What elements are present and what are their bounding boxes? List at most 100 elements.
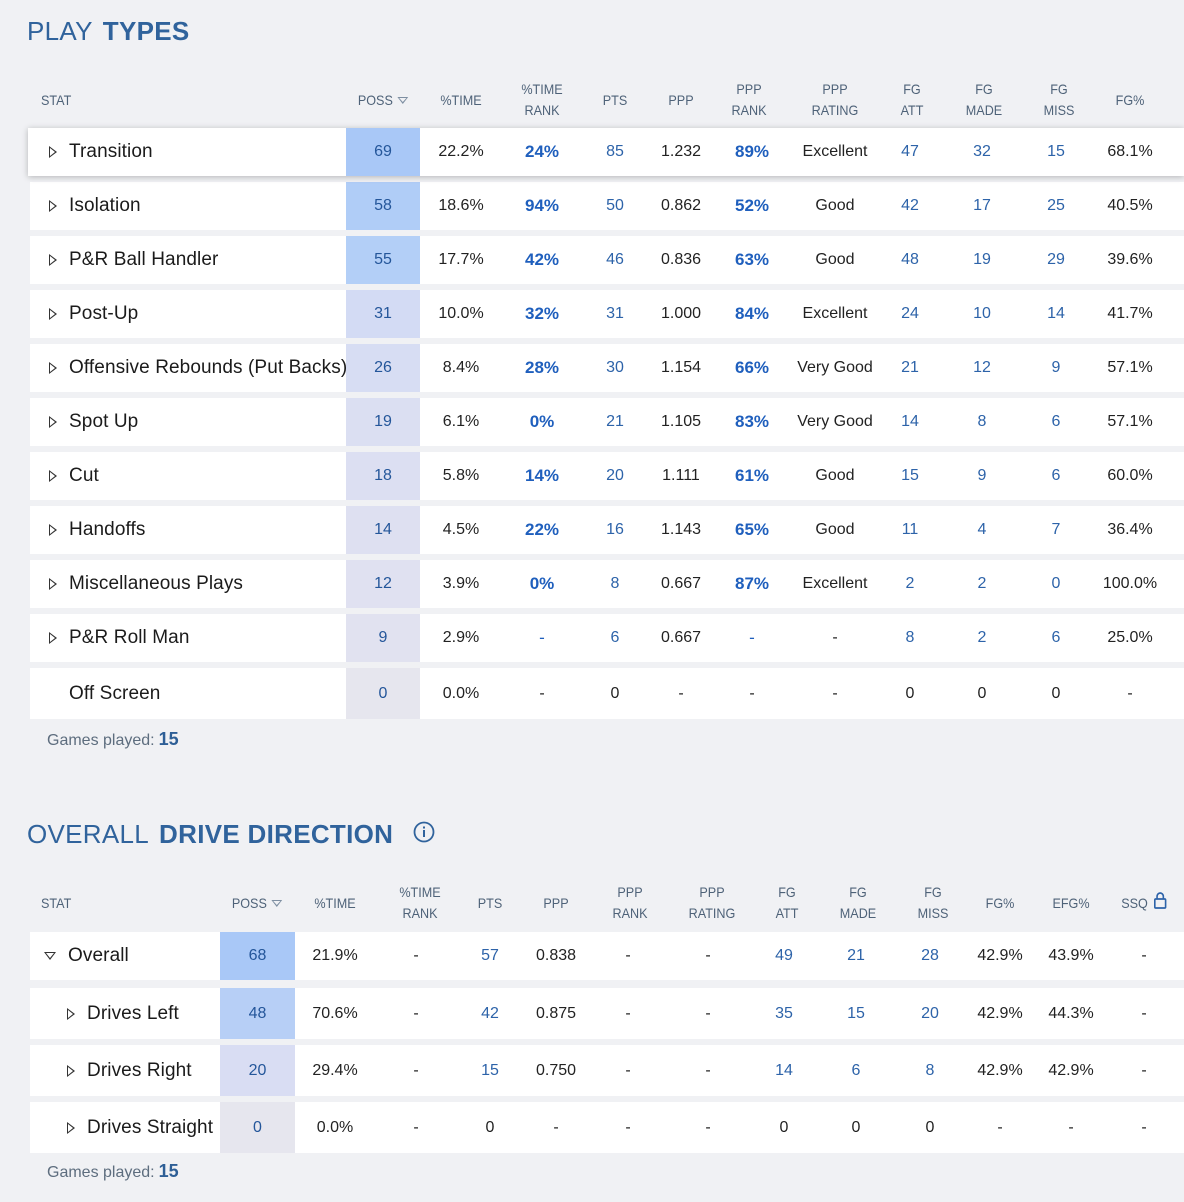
- play-type-name[interactable]: P&R Ball Handler: [49, 236, 218, 284]
- header-fg-miss[interactable]: FG MISS: [1043, 81, 1075, 118]
- poss-cell[interactable]: 20: [220, 1045, 295, 1096]
- pts-cell[interactable]: 6: [610, 629, 620, 646]
- poss-cell[interactable]: 48: [220, 988, 295, 1039]
- fg-miss-cell[interactable]: 0: [925, 1118, 935, 1136]
- time-rank-cell[interactable]: 24%: [524, 142, 560, 161]
- ppp-rank-cell[interactable]: 52%: [734, 196, 770, 215]
- fg-att-cell[interactable]: 2: [905, 575, 915, 592]
- fg-made-cell[interactable]: 32: [973, 143, 991, 160]
- fg-att-cell[interactable]: 11: [901, 521, 919, 538]
- table-row[interactable]: Miscellaneous Plays 12 3.9% 0% 8 0.667 87% Exce…: [30, 560, 1184, 608]
- ppp-rank-cell[interactable]: 83%: [734, 412, 770, 431]
- dd-header-poss[interactable]: POSS: [224, 875, 291, 931]
- dd-header-stat[interactable]: STAT: [41, 894, 72, 911]
- fg-att-cell[interactable]: 14: [901, 413, 919, 430]
- fg-made-cell[interactable]: 12: [973, 359, 991, 376]
- table-row[interactable]: Cut 18 5.8% 14% 20 1.111 61% Good 15 9 6 60.0%: [30, 452, 1184, 500]
- ppp-rank-cell[interactable]: 84%: [734, 304, 770, 323]
- pts-cell[interactable]: 31: [606, 305, 624, 322]
- fg-att-cell[interactable]: 21: [901, 359, 919, 376]
- play-type-name[interactable]: Transition: [49, 128, 153, 176]
- fg-miss-cell[interactable]: 25: [1047, 197, 1065, 214]
- ppp-rank-cell[interactable]: 66%: [734, 358, 770, 377]
- table-row[interactable]: Drives Right 20 29.4% - 15 0.750 - - 14 6 8 42.9% 42…: [30, 1045, 1184, 1096]
- poss-cell[interactable]: 68: [220, 932, 295, 980]
- pts-cell[interactable]: 20: [606, 467, 624, 484]
- drive-direction-name[interactable]: Drives Left: [67, 988, 179, 1039]
- fg-miss-cell[interactable]: 6: [1051, 629, 1061, 646]
- time-rank-cell[interactable]: -: [539, 684, 545, 702]
- pts-cell[interactable]: 8: [610, 575, 620, 592]
- pts-cell[interactable]: 30: [606, 359, 624, 376]
- expand-caret-icon[interactable]: [67, 1007, 75, 1020]
- drive-direction-name[interactable]: Overall: [44, 932, 129, 980]
- play-type-name[interactable]: Offensive Rebounds (Put Backs): [49, 344, 347, 392]
- table-row[interactable]: Isolation 58 18.6% 94% 50 0.862 52% Good 42 17 25 4…: [30, 182, 1184, 230]
- time-rank-cell[interactable]: 94%: [524, 196, 560, 215]
- poss-cell[interactable]: 0: [220, 1102, 295, 1153]
- expand-caret-icon[interactable]: [49, 362, 57, 374]
- expand-caret-icon[interactable]: [49, 308, 57, 320]
- table-row[interactable]: Offensive Rebounds (Put Backs) 26 8.4% 28% 3…: [30, 344, 1184, 392]
- table-row[interactable]: P&R Roll Man 9 2.9% - 6 0.667 - - 8 2 6 25.0%: [30, 614, 1184, 662]
- dd-header-fg-att[interactable]: FG ATT: [775, 884, 799, 921]
- poss-cell[interactable]: 31: [346, 290, 420, 338]
- fg-att-cell[interactable]: 48: [901, 251, 919, 268]
- info-icon[interactable]: [413, 819, 435, 850]
- fg-miss-cell[interactable]: 6: [1051, 467, 1061, 484]
- fg-made-cell[interactable]: 17: [973, 197, 991, 214]
- play-type-name[interactable]: Cut: [49, 452, 99, 500]
- header-poss[interactable]: POSS: [350, 72, 417, 128]
- dd-header-ppp-rank[interactable]: PPP RANK: [612, 884, 648, 921]
- table-row[interactable]: Overall 68 21.9% - 57 0.838 - - 49 21 28 42.9% 43.9%…: [30, 932, 1184, 980]
- dd-header-fg-pct[interactable]: FG%: [985, 894, 1015, 911]
- dd-header-fg-made[interactable]: FG MADE: [839, 884, 877, 921]
- expand-caret-icon[interactable]: [49, 416, 57, 428]
- header-time[interactable]: %TIME: [440, 91, 482, 108]
- header-fg-made[interactable]: FG MADE: [965, 81, 1003, 118]
- expand-caret-icon[interactable]: [49, 254, 57, 266]
- pts-cell[interactable]: 85: [606, 143, 624, 160]
- poss-cell[interactable]: 18: [346, 452, 420, 500]
- pts-cell[interactable]: 15: [481, 1061, 499, 1079]
- dd-header-ppp[interactable]: PPP: [543, 894, 569, 911]
- expand-caret-icon[interactable]: [49, 632, 57, 644]
- expand-caret-icon[interactable]: [67, 1064, 75, 1077]
- fg-att-cell[interactable]: 0: [779, 1118, 789, 1136]
- fg-att-cell[interactable]: 47: [901, 143, 919, 160]
- dd-header-time-rank[interactable]: %TIME RANK: [399, 884, 441, 921]
- dd-header-fg-miss[interactable]: FG MISS: [917, 884, 949, 921]
- play-type-name[interactable]: Spot Up: [49, 398, 138, 446]
- table-row[interactable]: Drives Straight 0 0.0% - 0 - - - 0 0 0 - - -: [30, 1102, 1184, 1153]
- fg-made-cell[interactable]: 10: [973, 305, 991, 322]
- header-ppp-rating[interactable]: PPP RATING: [811, 81, 859, 118]
- fg-miss-cell[interactable]: 28: [921, 947, 939, 964]
- fg-miss-cell[interactable]: 0: [1051, 684, 1061, 702]
- ppp-rank-cell[interactable]: 89%: [734, 142, 770, 161]
- dd-header-time[interactable]: %TIME: [314, 894, 356, 911]
- time-rank-cell[interactable]: -: [539, 628, 545, 647]
- table-row[interactable]: Drives Left 48 70.6% - 42 0.875 - - 35 15 20 42.9% 4…: [30, 988, 1184, 1039]
- expand-caret-icon[interactable]: [49, 578, 57, 590]
- header-fg-att[interactable]: FG ATT: [900, 81, 924, 118]
- play-type-name[interactable]: Isolation: [49, 182, 141, 230]
- time-rank-cell[interactable]: 32%: [524, 304, 560, 323]
- fg-made-cell[interactable]: 19: [973, 251, 991, 268]
- fg-att-cell[interactable]: 24: [901, 305, 919, 322]
- fg-made-cell[interactable]: 21: [847, 947, 865, 964]
- poss-cell[interactable]: 58: [346, 182, 420, 230]
- fg-miss-cell[interactable]: 7: [1051, 521, 1061, 538]
- poss-cell[interactable]: 14: [346, 506, 420, 554]
- header-fg-pct[interactable]: FG%: [1115, 91, 1145, 108]
- fg-miss-cell[interactable]: 6: [1051, 413, 1061, 430]
- fg-made-cell[interactable]: 8: [977, 413, 987, 430]
- fg-miss-cell[interactable]: 20: [921, 1004, 939, 1022]
- fg-att-cell[interactable]: 15: [901, 467, 919, 484]
- poss-cell[interactable]: 19: [346, 398, 420, 446]
- ppp-rank-cell[interactable]: 87%: [734, 574, 770, 593]
- time-rank-cell[interactable]: 14%: [524, 466, 560, 485]
- ppp-rank-cell[interactable]: 61%: [734, 466, 770, 485]
- fg-att-cell[interactable]: 35: [775, 1004, 793, 1022]
- time-rank-cell[interactable]: 42%: [524, 250, 560, 269]
- fg-miss-cell[interactable]: 14: [1047, 305, 1065, 322]
